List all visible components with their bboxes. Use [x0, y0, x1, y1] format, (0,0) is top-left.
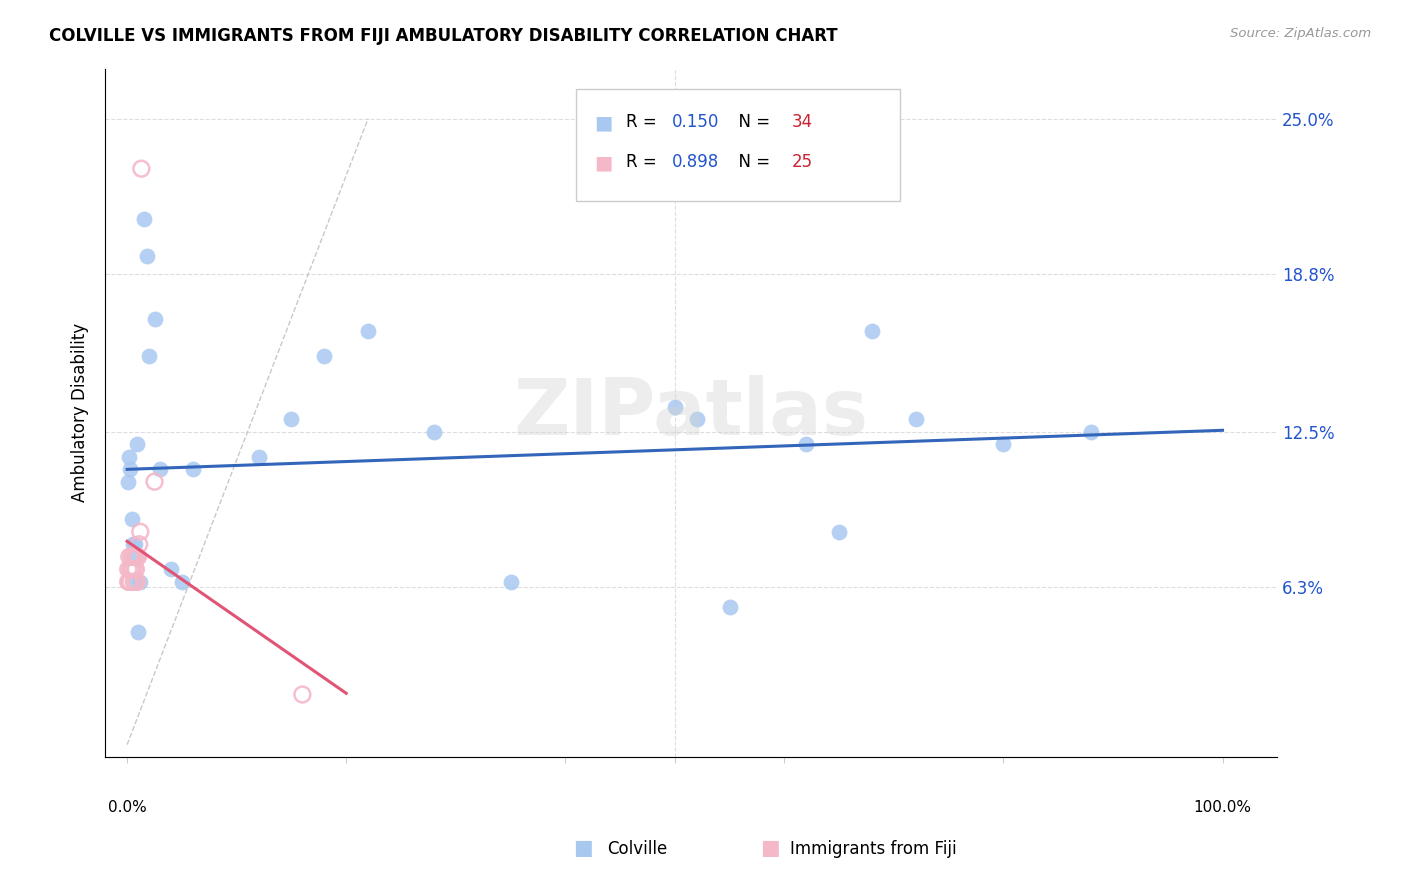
Point: [117, 574, 139, 589]
Text: R =: R =: [626, 113, 662, 131]
Point: [124, 537, 146, 551]
Point: [686, 412, 709, 426]
Point: [127, 549, 149, 564]
Point: [132, 211, 155, 226]
Text: N =: N =: [728, 153, 776, 171]
Point: [122, 549, 145, 564]
Point: [117, 475, 139, 489]
Text: 0.150: 0.150: [672, 113, 720, 131]
Point: [904, 412, 927, 426]
Point: [120, 562, 142, 576]
Point: [143, 475, 166, 489]
Point: [124, 574, 146, 589]
Point: [499, 574, 522, 589]
Point: [125, 549, 148, 564]
Text: N =: N =: [728, 113, 776, 131]
Y-axis label: Ambulatory Disability: Ambulatory Disability: [72, 323, 89, 502]
Text: 0.898: 0.898: [672, 153, 720, 171]
Point: [129, 574, 152, 589]
Text: R =: R =: [626, 153, 662, 171]
Point: [828, 524, 851, 539]
Point: [121, 549, 143, 564]
Text: 34: 34: [792, 113, 813, 131]
Text: 25: 25: [792, 153, 813, 171]
Point: [127, 624, 149, 639]
Text: ■: ■: [595, 153, 613, 172]
Text: COLVILLE VS IMMIGRANTS FROM FIJI AMBULATORY DISABILITY CORRELATION CHART: COLVILLE VS IMMIGRANTS FROM FIJI AMBULAT…: [49, 27, 838, 45]
Point: [122, 549, 145, 564]
Point: [125, 437, 148, 451]
Text: 0.0%: 0.0%: [108, 799, 146, 814]
Point: [280, 412, 302, 426]
Text: Colville: Colville: [607, 840, 668, 858]
Point: [143, 312, 166, 326]
Point: [149, 462, 172, 476]
Point: [125, 562, 148, 576]
Point: [120, 574, 142, 589]
Text: 100.0%: 100.0%: [1194, 799, 1251, 814]
Point: [860, 325, 883, 339]
Text: ■: ■: [574, 838, 593, 858]
Point: [357, 325, 380, 339]
Point: [993, 437, 1015, 451]
Point: [718, 599, 741, 614]
Point: [1080, 425, 1102, 439]
Text: ZIPatlas: ZIPatlas: [513, 375, 869, 450]
Point: [128, 537, 150, 551]
Point: [247, 450, 270, 464]
Point: [118, 450, 141, 464]
Point: [423, 425, 446, 439]
Text: ■: ■: [595, 113, 613, 132]
Point: [125, 574, 148, 589]
Point: [122, 574, 145, 589]
Point: [135, 249, 157, 263]
Point: [121, 512, 143, 526]
Point: [121, 537, 143, 551]
Point: [121, 562, 143, 576]
Point: [314, 350, 336, 364]
Point: [118, 549, 141, 564]
Point: [124, 562, 146, 576]
Point: [121, 562, 143, 576]
Point: [131, 161, 153, 176]
Point: [291, 688, 314, 702]
Point: [125, 574, 148, 589]
Text: ■: ■: [761, 838, 780, 858]
Point: [138, 350, 160, 364]
Point: [794, 437, 817, 451]
Text: Immigrants from Fiji: Immigrants from Fiji: [790, 840, 957, 858]
Point: [120, 462, 142, 476]
Point: [129, 524, 152, 539]
Point: [124, 549, 146, 564]
Point: [117, 562, 139, 576]
Point: [125, 549, 148, 564]
Point: [160, 562, 183, 576]
Point: [170, 574, 193, 589]
Point: [664, 400, 686, 414]
Text: Source: ZipAtlas.com: Source: ZipAtlas.com: [1230, 27, 1371, 40]
Point: [181, 462, 204, 476]
Point: [121, 549, 143, 564]
Point: [118, 574, 141, 589]
